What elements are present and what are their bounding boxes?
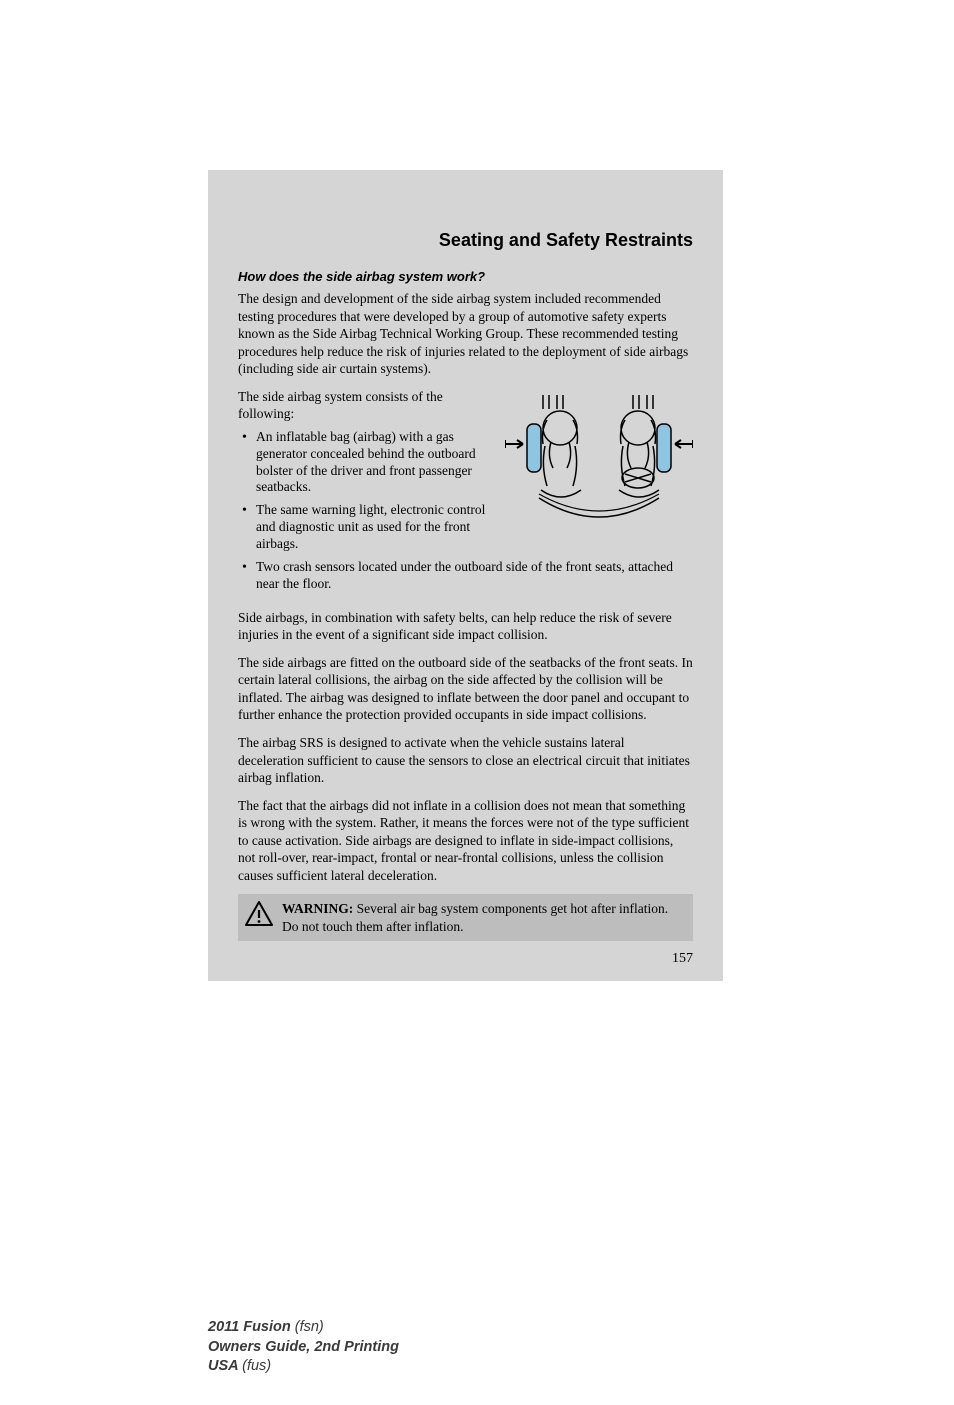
paragraph-side-combo: Side airbags, in combination with safety… <box>238 609 693 644</box>
warning-text: WARNING: Several air bag system componen… <box>282 900 685 935</box>
warning-triangle-icon <box>244 900 274 928</box>
warning-box: WARNING: Several air bag system componen… <box>238 894 693 941</box>
footer-line-2: Owners Guide, 2nd Printing <box>208 1338 399 1358</box>
footer-code-2: (fus) <box>242 1358 271 1374</box>
bullet-item: The same warning light, electronic contr… <box>238 502 493 553</box>
page-content-box: Seating and Safety Restraints How does t… <box>208 170 723 981</box>
paragraph-intro: The design and development of the side a… <box>238 290 693 378</box>
footer-region: USA <box>208 1358 242 1374</box>
section-title: How does the side airbag system work? <box>238 269 693 284</box>
document-footer: 2011 Fusion (fsn) Owners Guide, 2nd Prin… <box>208 1318 399 1377</box>
bullet-list-continued: Two crash sensors located under the outb… <box>238 559 693 593</box>
paragraph-srs: The airbag SRS is designed to activate w… <box>238 734 693 787</box>
warning-label: WARNING: <box>282 901 353 916</box>
page-number: 157 <box>238 951 693 967</box>
footer-line-1: 2011 Fusion (fsn) <box>208 1318 399 1338</box>
bullet-list: An inflatable bag (airbag) with a gas ge… <box>238 429 493 553</box>
chapter-title: Seating and Safety Restraints <box>238 230 693 251</box>
footer-model: 2011 Fusion <box>208 1319 295 1335</box>
paragraph-fact: The fact that the airbags did not inflat… <box>238 797 693 885</box>
bullet-list-column: The side airbag system consists of the f… <box>238 388 493 559</box>
footer-code-1: (fsn) <box>295 1319 324 1335</box>
list-and-diagram-row: The side airbag system consists of the f… <box>238 388 693 599</box>
bullet-item: Two crash sensors located under the outb… <box>238 559 693 593</box>
paragraph-consists: The side airbag system consists of the f… <box>238 388 493 423</box>
bullet-item: An inflatable bag (airbag) with a gas ge… <box>238 429 493 497</box>
footer-line-3: USA (fus) <box>208 1357 399 1377</box>
paragraph-fitted: The side airbags are fitted on the outbo… <box>238 654 693 724</box>
side-airbag-diagram <box>505 390 693 540</box>
